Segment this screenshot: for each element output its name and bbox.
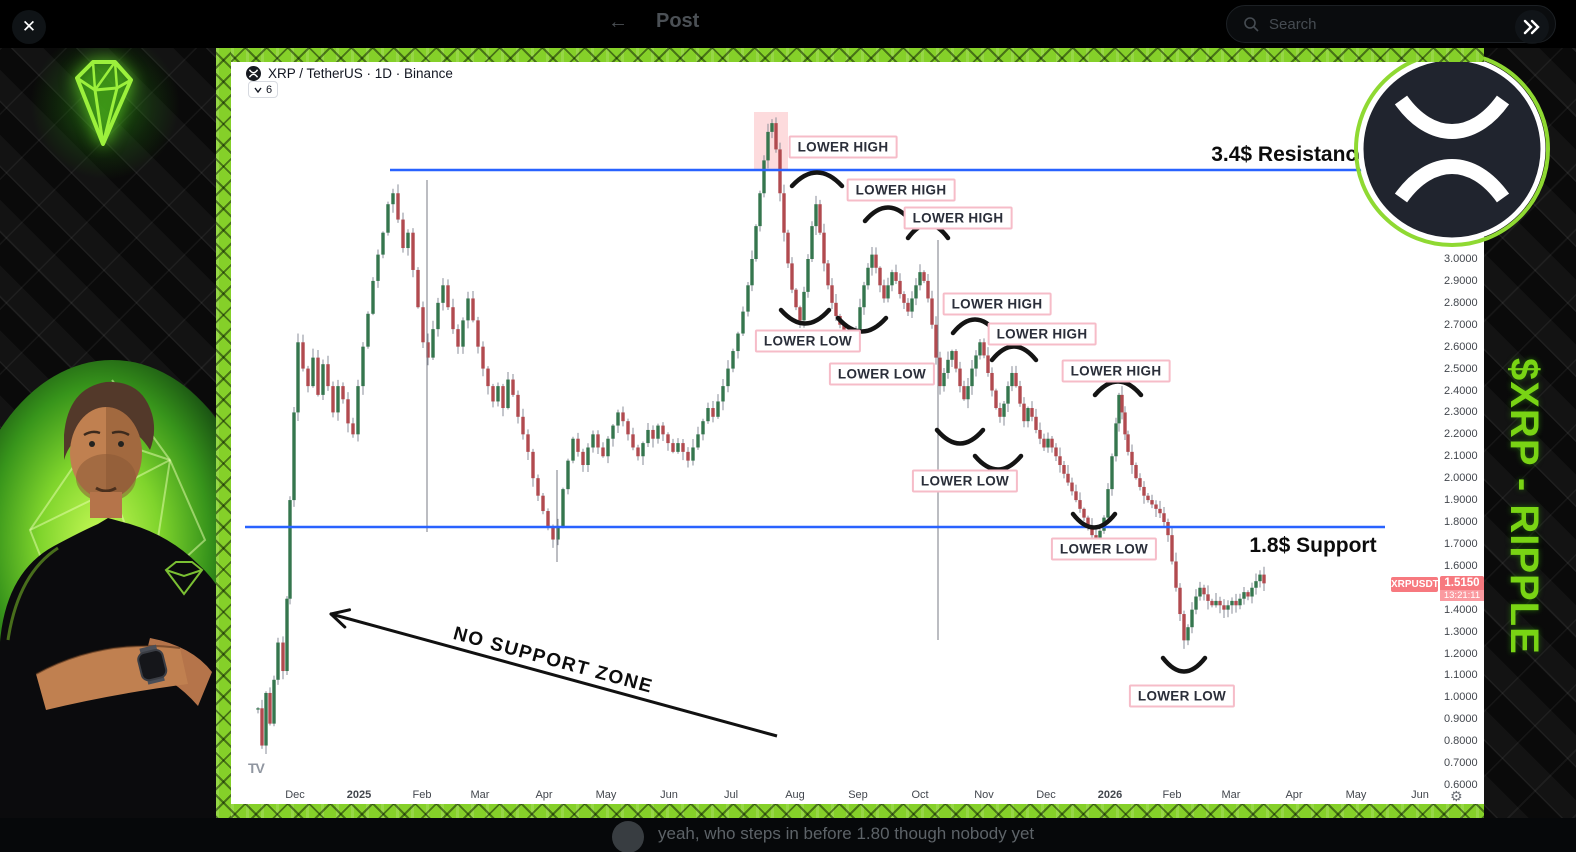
date-tick: 2025 (346, 789, 372, 801)
date-tick: Aug (785, 789, 805, 801)
chart-annotation: LOWER HIGH (1061, 359, 1171, 383)
chart-annotation: LOWER HIGH (846, 178, 956, 202)
diamond-logo-glow (30, 30, 180, 180)
avatar (612, 821, 644, 852)
support-label: 1.8$ Support (1249, 534, 1377, 557)
price-tick: 1.7000 (1444, 537, 1478, 550)
date-tick: Feb (1162, 789, 1182, 801)
search-input: Search (1226, 5, 1556, 43)
chart-annotation: LOWER LOW (828, 362, 936, 386)
price-tick: 1.3000 (1444, 625, 1478, 638)
indicator-count-box[interactable]: 6 (248, 81, 279, 98)
price-tick: 1.6000 (1444, 559, 1478, 572)
reply-strip: yeah, who steps in before 1.80 though no… (0, 818, 1576, 852)
chart-annotation: LOWER LOW (911, 469, 1019, 493)
back-arrow-icon: ← (608, 11, 628, 33)
price-tick: 2.7000 (1444, 318, 1478, 331)
price-tick: 1.9000 (1444, 494, 1478, 507)
price-tick: 2.1000 (1444, 450, 1478, 463)
date-tick: Mar (1221, 789, 1241, 801)
candlestick-chart (245, 112, 1430, 755)
chart-title-row: XRP / TetherUS · 1D · Binance (246, 62, 453, 84)
chart-annotation: LOWER HIGH (987, 322, 1097, 346)
chevron-down-icon (254, 87, 262, 93)
diamond-logo (75, 60, 133, 146)
xrp-coin-logo (1354, 51, 1550, 247)
chart-title: XRP / TetherUS · 1D · Binance (268, 65, 453, 81)
chart-annotation: LOWER HIGH (903, 206, 1013, 230)
date-tick: Sep (848, 789, 868, 801)
next-image-button[interactable] (1515, 10, 1549, 44)
date-tick: Jun (1411, 789, 1429, 801)
bar-countdown: 13:21:11 (1440, 590, 1484, 601)
price-tick: 2.0000 (1444, 472, 1478, 485)
influencer-photo (0, 360, 252, 818)
chart-annotation: LOWER LOW (1050, 537, 1158, 561)
last-price-tag: 1.5150 13:21:11 (1440, 576, 1484, 601)
date-tick: Feb (412, 789, 432, 801)
date-tick: Oct (911, 789, 929, 801)
price-tick: 2.3000 (1444, 406, 1478, 419)
price-tick: 0.9000 (1444, 713, 1478, 726)
price-tick: 2.5000 (1444, 362, 1478, 375)
search-icon (1244, 17, 1259, 32)
page-title: Post (656, 10, 700, 32)
price-tick: 1.4000 (1444, 603, 1478, 616)
price-tick: 1.2000 (1444, 647, 1478, 660)
reply-text: yeah, who steps in before 1.80 though no… (658, 824, 1035, 843)
xrp-symbol-icon (246, 65, 261, 81)
date-tick: Mar (470, 789, 490, 801)
price-tick: 3.0000 (1444, 253, 1478, 265)
date-tick: Dec (285, 789, 305, 801)
price-tick: 2.2000 (1444, 428, 1478, 441)
price-tick: 1.1000 (1444, 669, 1478, 682)
price-tick: 2.9000 (1444, 274, 1478, 287)
date-tick: Apr (1285, 789, 1303, 801)
tradingview-logo: TV (248, 760, 265, 776)
double-chevron-right-icon (1523, 19, 1540, 35)
date-tick: 2026 (1097, 789, 1123, 801)
price-tick: 0.8000 (1444, 735, 1478, 748)
price-tick: 2.8000 (1444, 296, 1478, 309)
price-tick: 0.7000 (1444, 757, 1478, 770)
vertical-ticker-text: $XRP - RIPPLE (1502, 358, 1546, 655)
date-tick: May (595, 789, 617, 801)
chart-annotation: LOWER LOW (1128, 684, 1236, 708)
chart-annotation: LOWER HIGH (788, 135, 898, 159)
date-tick: Dec (1036, 789, 1056, 801)
price-tick: 1.8000 (1444, 516, 1478, 528)
date-tick: May (1345, 789, 1367, 801)
date-tick: Nov (974, 789, 994, 801)
date-tick: Jun (660, 789, 678, 801)
date-tick: Jul (723, 789, 739, 801)
chart-annotation: LOWER HIGH (942, 292, 1052, 316)
border-left (216, 48, 231, 818)
axis-settings-gear-icon[interactable]: ⚙ (1450, 788, 1463, 804)
price-tick: 0.6000 (1444, 779, 1478, 791)
price-tick: 2.4000 (1444, 384, 1478, 397)
viewer-top-bar: ✕ ← Post Search (0, 0, 1576, 48)
price-tick: 1.0000 (1444, 691, 1478, 704)
chart-annotation: LOWER LOW (754, 329, 862, 353)
symbol-price-tag: XRPUSDT (1391, 577, 1439, 592)
date-tick: Apr (535, 789, 553, 801)
resistance-label: 3.4$ Resistance (1211, 143, 1369, 166)
last-price: 1.5150 (1444, 577, 1480, 589)
border-top (216, 48, 1484, 62)
search-placeholder: Search (1269, 15, 1317, 33)
border-bottom (216, 804, 1484, 818)
indicator-count: 6 (266, 83, 273, 96)
price-tick: 2.6000 (1444, 340, 1478, 353)
close-button[interactable]: ✕ (12, 10, 46, 44)
